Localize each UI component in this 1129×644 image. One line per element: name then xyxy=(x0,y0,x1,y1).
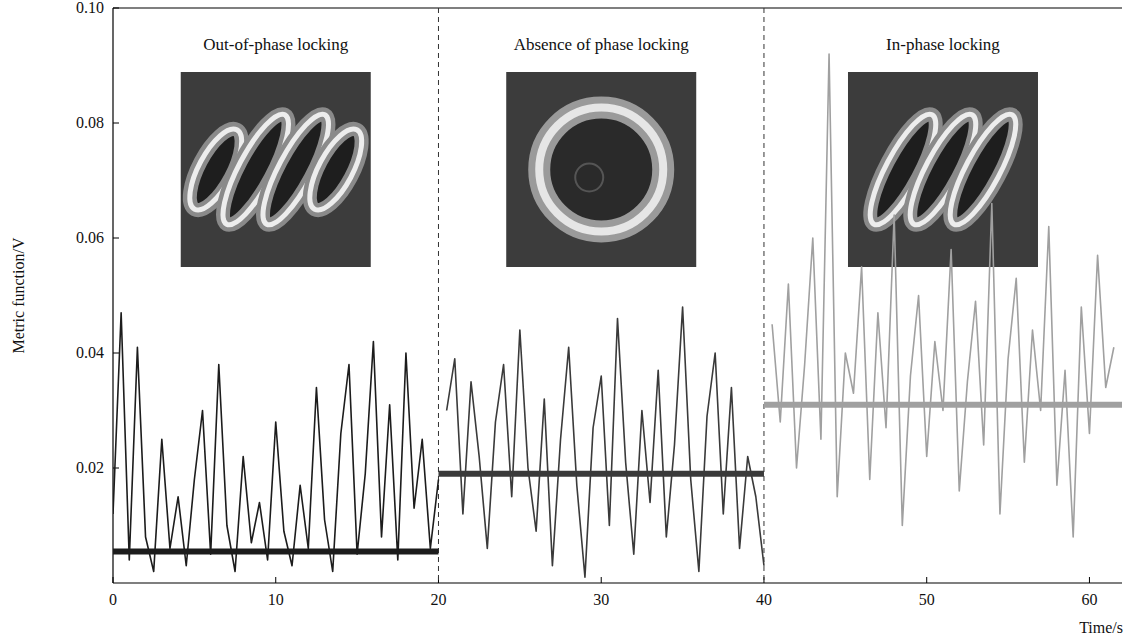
x-axis-line xyxy=(113,582,1122,583)
segment-label: Out-of-phase locking xyxy=(203,35,348,54)
x-tick-label: 30 xyxy=(593,591,609,608)
lobe xyxy=(300,122,372,217)
series-line xyxy=(113,313,438,572)
x-tick-label: 10 xyxy=(268,591,284,608)
y-tick xyxy=(113,8,119,9)
y-axis-title: Metric function/V xyxy=(10,237,27,353)
y-tick-label: 0.04 xyxy=(76,344,104,361)
x-tick-label: 60 xyxy=(1081,591,1097,608)
x-tick xyxy=(275,577,276,583)
lobe-glow xyxy=(300,122,372,217)
y-tick-label: 0.10 xyxy=(76,0,104,16)
x-tick-label: 20 xyxy=(430,591,446,608)
x-tick-label: 50 xyxy=(919,591,935,608)
chart: 0 10 20 30 40 50 60 0.02 0.04 0.06 0.08 0.10 Metric … xyxy=(0,0,1129,644)
x-axis-title: Time/s xyxy=(1079,619,1123,636)
inset-ground xyxy=(848,72,1038,267)
x-tick-label: 40 xyxy=(756,591,772,608)
segment-label: In-phase locking xyxy=(886,35,1000,54)
y-tick-label: 0.08 xyxy=(76,114,104,131)
beam-inset xyxy=(848,72,1038,267)
series-line xyxy=(772,54,1114,537)
beam-inset xyxy=(506,72,696,267)
lobe-glow xyxy=(939,107,1027,232)
y-tick xyxy=(113,238,119,239)
x-tick xyxy=(601,577,602,583)
mean-line xyxy=(438,471,763,477)
plot-area xyxy=(113,54,1122,577)
segment-boundary xyxy=(438,8,439,583)
y-tick-label: 0.02 xyxy=(76,459,104,476)
mean-line xyxy=(764,402,1122,408)
y-tick xyxy=(113,353,119,354)
y-tick xyxy=(113,468,119,469)
ring-spot xyxy=(575,164,603,192)
inset-ground xyxy=(506,72,696,267)
x-tick xyxy=(1089,577,1090,583)
series-line xyxy=(447,307,764,577)
beam-inset xyxy=(180,72,372,267)
x-tick-label: 0 xyxy=(109,591,117,608)
segment-boundary xyxy=(763,8,764,583)
x-tick xyxy=(113,577,114,583)
y-tick xyxy=(113,123,119,124)
axes: 0 10 20 30 40 50 60 0.02 0.04 0.06 0.08 0.10 xyxy=(76,0,1122,608)
lobe xyxy=(939,107,1027,232)
ring xyxy=(539,108,663,232)
x-tick xyxy=(926,577,927,583)
segment-label: Absence of phase locking xyxy=(514,35,690,54)
ring-glow xyxy=(539,108,663,232)
frame-top xyxy=(113,7,1122,8)
y-tick-label: 0.06 xyxy=(76,229,104,246)
mean-line xyxy=(113,548,438,554)
